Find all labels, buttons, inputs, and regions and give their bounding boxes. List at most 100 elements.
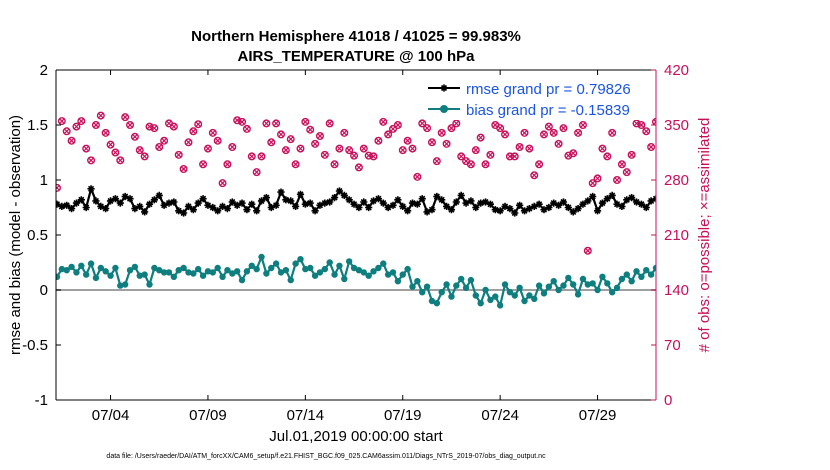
- obs-assimilated-marker: [239, 119, 245, 125]
- obs-possible-marker: [408, 144, 417, 153]
- obs-count-point: [530, 171, 539, 180]
- rmse-point-shape: [501, 202, 509, 210]
- obs-possible-marker: [301, 117, 310, 126]
- obs-assimilated-marker: [594, 175, 601, 182]
- obs-count-point: [330, 160, 339, 169]
- bias-point: [550, 278, 557, 285]
- obs-assimilated-marker: [229, 144, 235, 150]
- bias-point: [263, 270, 270, 277]
- bias-point: [487, 296, 494, 304]
- obs-assimilated-marker: [190, 128, 196, 134]
- x-axis-ticks: 07/04 07/09 07/14 07/19 07/24 07/29: [92, 70, 616, 424]
- bias-point: [608, 289, 616, 296]
- rmse-point: [486, 200, 495, 208]
- data-file-footnote: data file: /Users/raeder/DAI/ATM_forcXX/…: [106, 453, 546, 460]
- x-tick-label: 07/09: [189, 407, 227, 424]
- rmse-point: [496, 207, 504, 215]
- obs-count-point: [340, 128, 349, 137]
- rmse-point-shape: [287, 197, 295, 205]
- obs-count-point: [135, 146, 144, 155]
- rmse-point: [165, 199, 173, 207]
- bias-point: [78, 262, 85, 269]
- rmse-point-shape: [262, 194, 270, 202]
- rmse-point: [428, 206, 436, 214]
- obs-assimilated-marker: [546, 123, 552, 130]
- obs-possible-marker: [501, 130, 510, 139]
- obs-count-point: [432, 157, 441, 166]
- bias-point: [604, 280, 611, 287]
- obs-assimilated-marker: [249, 153, 255, 160]
- bias-point: [623, 271, 630, 278]
- obs-assimilated-marker: [88, 157, 94, 163]
- obs-assimilated-marker: [629, 152, 635, 158]
- obs-possible-marker: [67, 136, 76, 145]
- rmse-point: [155, 191, 163, 199]
- rmse-point-shape: [111, 195, 120, 203]
- obs-count-point: [320, 150, 329, 159]
- obs-count-point: [160, 136, 169, 145]
- obs-possible-marker: [578, 120, 587, 129]
- rmse-point-shape: [150, 196, 158, 204]
- obs-assimilated-marker: [575, 130, 581, 136]
- obs-possible-marker: [515, 142, 524, 151]
- rmse-point-shape: [350, 200, 358, 208]
- obs-possible-marker: [257, 152, 266, 161]
- obs-count-point: [471, 146, 480, 155]
- obs-assimilated-marker: [385, 131, 391, 138]
- legend: rmse grand pr = 0.79826 bias grand pr = …: [424, 76, 652, 120]
- obs-count-point: [515, 142, 524, 151]
- x-tick-label: 07/19: [384, 407, 422, 424]
- obs-assimilated-marker: [346, 147, 352, 153]
- obs-possible-marker: [457, 152, 466, 161]
- rmse-point: [360, 198, 368, 206]
- obs-count-point: [437, 128, 446, 137]
- obs-possible-marker: [652, 117, 656, 126]
- bias-point: [151, 264, 158, 272]
- rmse-point-shape: [408, 199, 417, 207]
- obs-count-point: [603, 152, 612, 161]
- rmse-point: [306, 199, 314, 207]
- bias-point: [180, 264, 187, 272]
- bias-point: [185, 269, 192, 276]
- rmse-point: [628, 194, 636, 202]
- obs-assimilated-marker: [322, 152, 328, 158]
- obs-count-point: [408, 144, 417, 153]
- obs-possible-marker: [520, 128, 529, 137]
- rmse-point: [97, 202, 105, 210]
- obs-count-point: [252, 168, 261, 177]
- rmse-point-shape: [394, 196, 402, 204]
- bias-point: [56, 273, 61, 280]
- obs-assimilated-marker: [278, 131, 284, 138]
- bias-point: [316, 269, 324, 276]
- obs-possible-marker: [374, 136, 383, 145]
- rmse-point: [311, 207, 319, 215]
- bias-point: [389, 269, 397, 276]
- obs-assimilated-marker: [93, 122, 99, 128]
- obs-count-point: [539, 130, 548, 139]
- obs-possible-marker: [627, 150, 636, 159]
- obs-assimilated-marker: [429, 139, 435, 145]
- obs-assimilated-marker: [497, 125, 503, 131]
- obs-count-point: [588, 179, 597, 188]
- rmse-point-shape: [355, 203, 363, 212]
- bias-point: [477, 300, 484, 307]
- obs-possible-marker: [311, 139, 320, 148]
- rmse-point: [438, 196, 446, 204]
- rmse-point: [399, 202, 407, 210]
- obs-possible-marker: [413, 172, 422, 181]
- rmse-point-shape: [218, 202, 227, 210]
- rmse-point: [175, 207, 183, 215]
- bias-point: [506, 289, 514, 296]
- obs-count-point: [554, 139, 563, 148]
- bias-point: [399, 271, 406, 278]
- rmse-point-shape: [199, 195, 207, 203]
- obs-assimilated-marker: [273, 120, 279, 127]
- bias-point: [467, 276, 475, 284]
- rmse-point-shape: [87, 185, 95, 193]
- bias-point: [350, 264, 358, 272]
- bias-point: [58, 265, 66, 273]
- right-tick-label: 210: [664, 227, 689, 244]
- bias-point: [73, 269, 80, 276]
- obs-assimilated-marker: [526, 145, 533, 152]
- rmse-point: [433, 192, 441, 201]
